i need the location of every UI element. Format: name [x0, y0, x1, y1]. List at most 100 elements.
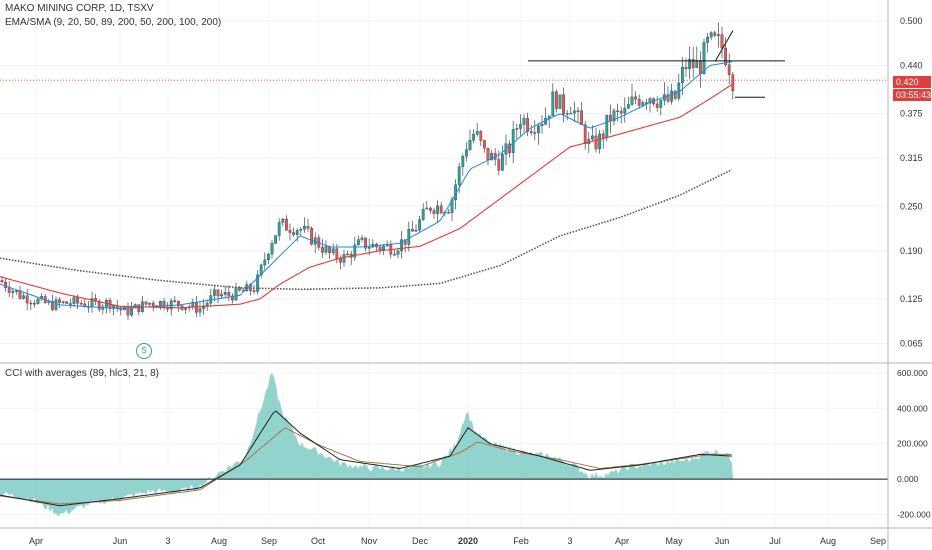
ema-lines — [0, 61, 733, 310]
candle-body — [645, 102, 648, 104]
cci-panel — [0, 372, 888, 517]
price-tick-label: 0.375 — [900, 109, 923, 119]
cci-area — [0, 373, 888, 517]
sma-line — [0, 168, 733, 291]
candle-body — [439, 205, 443, 214]
candle-body — [353, 244, 357, 258]
candle-body — [634, 96, 638, 100]
time-tick-label: Apr — [29, 536, 43, 546]
candle-body — [605, 114, 609, 138]
price-gridlines — [0, 0, 888, 527]
candle-body — [555, 91, 558, 109]
candle-body — [270, 243, 274, 255]
candle-body — [547, 115, 551, 119]
candle-body — [576, 110, 580, 112]
candle-body — [0, 280, 4, 283]
candle-body — [601, 133, 605, 138]
horizontal-levels — [0, 30, 888, 98]
candle-body — [306, 225, 310, 229]
countdown-tag: 03:55:43 — [893, 89, 931, 101]
candle-body — [432, 210, 436, 214]
candle-body — [303, 225, 306, 230]
candle-body — [688, 59, 692, 69]
chart-title: MAKO MINING CORP, 1D, TSXV — [5, 3, 154, 14]
candle-body — [598, 133, 602, 150]
candle-body — [407, 229, 411, 245]
candle-body — [641, 102, 645, 106]
time-tick-label: Nov — [361, 536, 378, 546]
candle-body — [411, 229, 414, 232]
split-marker-icon[interactable]: S — [136, 343, 152, 359]
cci-tick-label: 0.000 — [897, 474, 919, 484]
candle-body — [223, 291, 227, 295]
candle-body — [465, 149, 468, 157]
candle-body — [72, 297, 76, 304]
candle-body — [573, 110, 576, 114]
candle-body — [630, 96, 634, 105]
candle-body — [360, 237, 364, 240]
cci-average-lines — [0, 410, 733, 507]
candle-body — [230, 295, 234, 301]
time-tick-label: Jul — [769, 536, 781, 546]
indicator-legend: EMA/SMA (9, 20, 50, 89, 200, 50, 200, 10… — [5, 17, 222, 28]
candle-body — [205, 302, 209, 307]
candle-body — [681, 67, 684, 84]
candle-body — [655, 103, 659, 108]
candle-body — [382, 245, 385, 251]
candle-body — [508, 143, 511, 154]
time-tick-label: Dec — [412, 536, 429, 546]
time-tick-label: Apr — [615, 536, 629, 546]
candle-body — [173, 300, 177, 302]
time-tick-label: Feb — [513, 536, 529, 546]
price-tick-label: 0.065 — [900, 338, 923, 348]
candle-body — [623, 108, 627, 114]
candle-body — [540, 124, 544, 126]
candle-body — [472, 134, 475, 141]
candle-body — [429, 207, 432, 211]
price-tick-label: 0.500 — [900, 16, 923, 26]
ema-slow-line — [0, 84, 733, 309]
candle-body — [339, 258, 342, 263]
candle-body — [558, 94, 562, 109]
candle-body — [583, 124, 587, 144]
candle-body — [321, 247, 324, 253]
candle-body — [519, 124, 522, 129]
candle-body — [68, 303, 72, 305]
candle-body — [285, 218, 288, 231]
cci-tick-label: -200.000 — [897, 510, 931, 520]
candle-body — [151, 302, 155, 307]
candle-body — [263, 259, 267, 266]
candle-body — [706, 36, 710, 43]
candle-body — [65, 301, 69, 304]
candle-body — [176, 301, 180, 306]
cci-tick-label: 200.000 — [897, 439, 928, 449]
time-tick-label: Jun — [715, 536, 730, 546]
candle-body — [310, 228, 313, 245]
time-tick-label: Oct — [311, 536, 326, 546]
candle-body — [666, 94, 670, 102]
price-panel — [0, 0, 888, 527]
price-tick-label: 0.440 — [900, 60, 923, 70]
candle-body — [393, 254, 396, 256]
candle-body — [346, 253, 349, 256]
candle-body — [591, 135, 594, 140]
candle-body — [58, 299, 62, 303]
candle-body — [727, 64, 731, 75]
candle-body — [4, 281, 8, 289]
candle-body — [277, 222, 281, 236]
candle-body — [220, 294, 223, 297]
candle-body — [425, 207, 429, 210]
candle-body — [400, 239, 403, 252]
candle-body — [522, 118, 526, 125]
last-price-tag: 0.420 — [893, 76, 931, 88]
candle-body — [695, 60, 699, 68]
price-tick-label: 0.315 — [900, 153, 923, 163]
candle-body — [616, 110, 620, 112]
candle-body — [126, 307, 130, 316]
time-tick-label: Jun — [113, 536, 128, 546]
price-tick-label: 0.190 — [900, 246, 923, 256]
candle-body — [612, 110, 616, 122]
candle-body — [299, 229, 303, 231]
